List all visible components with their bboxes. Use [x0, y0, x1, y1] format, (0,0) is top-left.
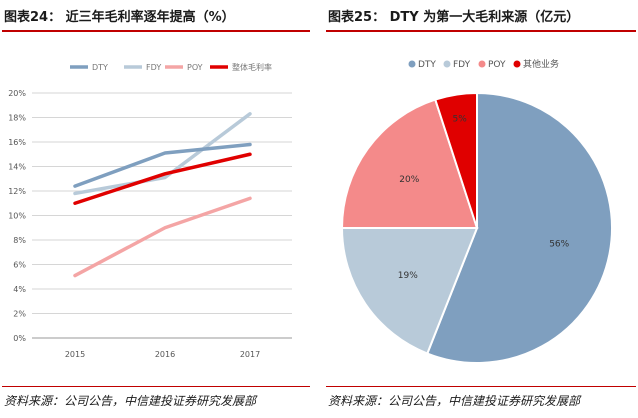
y-tick-label: 14%: [8, 163, 26, 172]
y-tick-label: 20%: [8, 89, 26, 98]
pie-slice-POY: [340, 98, 479, 229]
legend-label: 其他业务: [523, 58, 559, 70]
right-source-note: 资料来源：公司公告，中信建投证券研究发展部: [328, 394, 581, 408]
pie-slice-其他业务: [434, 91, 478, 229]
y-tick-label: 16%: [8, 138, 26, 147]
pie-slice-FDY: [340, 227, 479, 355]
left-source-note: 资料来源：公司公告，中信建投证券研究发展部: [4, 394, 257, 408]
y-tick-label: 8%: [13, 236, 26, 245]
right-source-divider: [326, 386, 636, 387]
legend-label: DTY: [92, 63, 108, 72]
y-tick-label: 12%: [8, 187, 26, 196]
y-tick-label: 4%: [13, 285, 26, 294]
x-tick-label: 2017: [240, 350, 260, 359]
pie-chart: 56% 19% 20% 5% DTY FDY POY 其他业务: [340, 58, 613, 364]
left-chart-title: 图表24： 近三年毛利率逐年提高（%）: [4, 10, 235, 25]
y-tick-label: 2%: [13, 310, 26, 319]
legend-dot: [513, 60, 521, 68]
y-tick-label: 6%: [13, 261, 26, 270]
legend-label: DTY: [418, 60, 436, 70]
left-source-divider: [2, 386, 310, 387]
series-line-整体毛利率: [73, 152, 252, 205]
legend-dot: [478, 60, 486, 68]
legend-dot: [408, 60, 416, 68]
legend-label: FDY: [453, 60, 471, 70]
line-chart: 0% 2% 4% 6% 8% 10% 12% 14% 16% 18% 20% 2015 2016 2017…: [8, 62, 292, 359]
legend-dot: [443, 60, 451, 68]
series-line-POY: [73, 196, 252, 278]
series-line-FDY: [73, 112, 252, 196]
legend-label: POY: [488, 60, 506, 70]
pie-slice-label: 19%: [398, 271, 418, 281]
pie-slice-label: 5%: [453, 115, 468, 125]
pie-slice-DTY: [426, 91, 613, 364]
legend-label: 整体毛利率: [232, 62, 272, 72]
right-chart-title: 图表25： DTY 为第一大毛利来源（亿元）: [328, 10, 580, 25]
legend-label: FDY: [146, 63, 161, 72]
left-title-divider: [2, 30, 310, 32]
x-tick-label: 2015: [65, 350, 85, 359]
pie-slice-label: 20%: [399, 175, 419, 185]
y-tick-label: 10%: [8, 212, 26, 221]
right-title-divider: [326, 30, 636, 32]
series-line-DTY: [73, 142, 252, 188]
x-tick-label: 2016: [155, 350, 175, 359]
y-tick-label: 0%: [13, 334, 26, 343]
legend-label: POY: [187, 63, 203, 72]
y-tick-label: 18%: [8, 114, 26, 123]
pie-slice-label: 56%: [549, 240, 569, 250]
